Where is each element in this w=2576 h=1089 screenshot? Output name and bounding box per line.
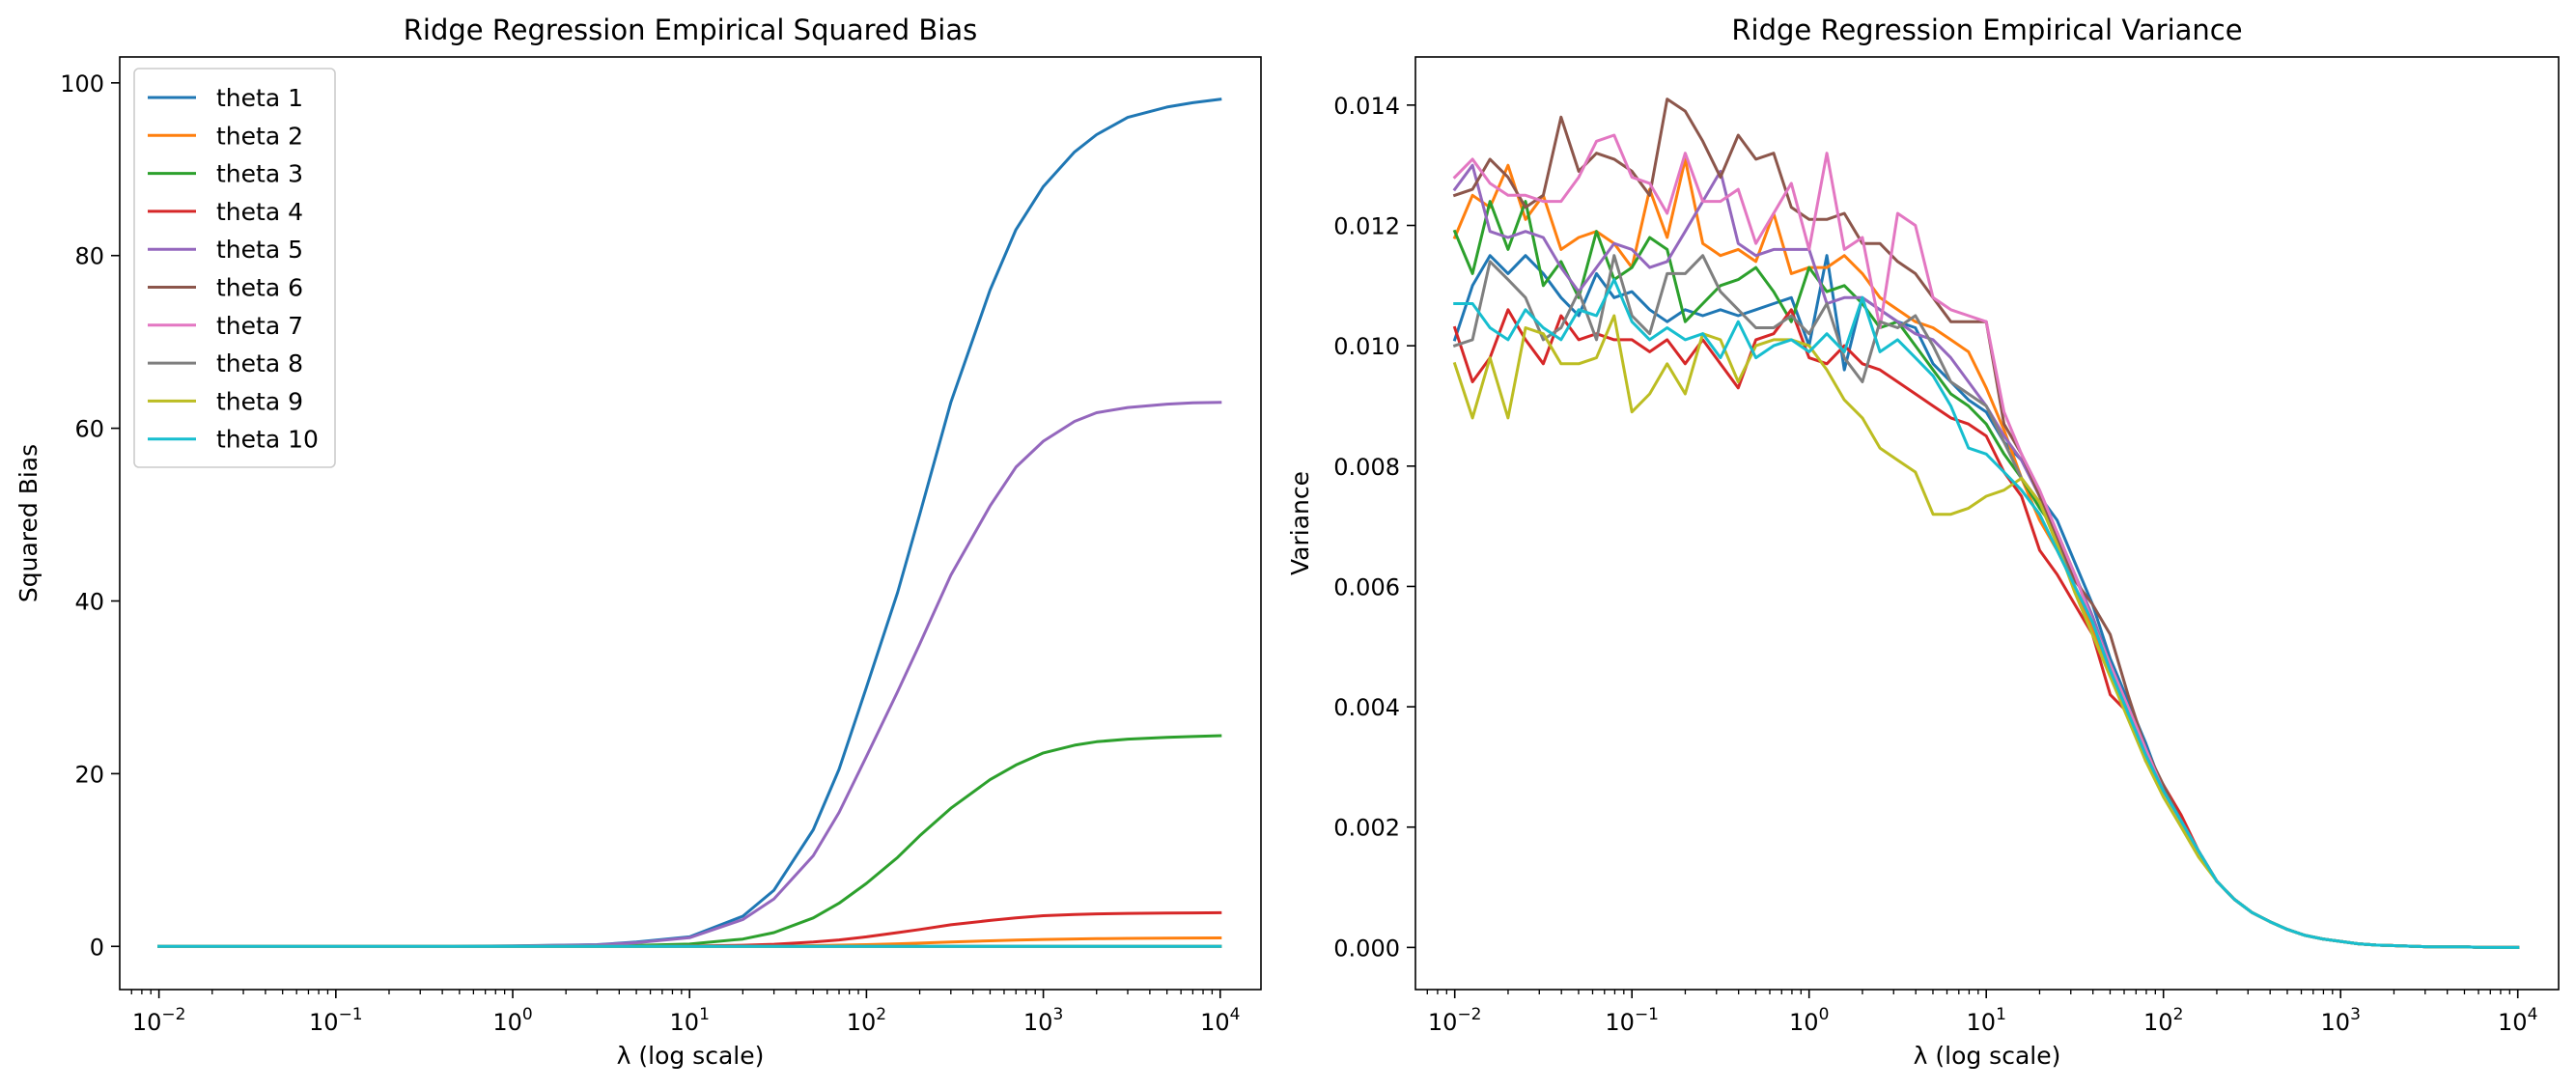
y-tick-label: 100 [60,70,104,98]
y-tick-label: 0.006 [1333,573,1400,600]
series-line-theta-10 [1453,278,2520,949]
bias-chart-panel: Ridge Regression Empirical Squared Bias 1… [14,14,1262,1070]
x-tick-label: 103 [1023,1005,1063,1036]
y-tick-label: 40 [74,589,104,616]
x-tick-exponent: −2 [161,1005,185,1024]
x-tick-label: 100 [1789,1005,1829,1036]
bias-x-axis-label: λ (log scale) [617,1042,765,1070]
bias-series-lines [157,98,1222,948]
y-tick-label: 0.000 [1333,935,1400,962]
legend-label-theta-8: theta 8 [216,349,303,377]
x-tick-label: 101 [1967,1005,2006,1036]
x-tick-exponent: 0 [522,1005,533,1024]
x-tick-label: 102 [847,1005,886,1036]
x-tick-exponent: 1 [699,1005,710,1024]
variance-x-axis-label: λ (log scale) [1914,1042,2061,1070]
y-tick-label: 0 [90,934,104,961]
y-tick-label: 80 [74,243,104,270]
bias-legend: theta 1 theta 2 theta 3 theta 4 theta 5 theta… [133,68,336,468]
x-tick-base: 10 [2498,1009,2528,1036]
x-tick-label: 100 [492,1005,532,1036]
legend-label-theta-4: theta 4 [216,198,303,226]
x-tick-exponent: 4 [1230,1005,1241,1024]
x-tick-base: 10 [132,1009,162,1036]
y-tick-label: 0.004 [1333,694,1400,721]
variance-x-minor-ticks [1426,990,2510,994]
x-tick-label: 104 [2498,1005,2537,1036]
legend-label-theta-5: theta 5 [216,236,303,264]
y-tick-label: 0.012 [1333,213,1400,240]
x-tick-base: 10 [847,1009,877,1036]
x-tick-exponent: 1 [1996,1005,2006,1024]
legend-box [133,68,336,468]
x-tick-base: 10 [670,1009,700,1036]
x-tick-base: 10 [1023,1009,1053,1036]
y-tick-label: 0.008 [1333,454,1400,481]
y-tick-label: 0.002 [1333,815,1400,842]
x-tick-exponent: 4 [2528,1005,2538,1024]
x-tick-exponent: 2 [876,1005,886,1024]
y-tick-label: 60 [74,416,104,443]
x-tick-base: 10 [1428,1009,1458,1036]
bias-chart-title: Ridge Regression Empirical Squared Bias [404,14,978,46]
x-tick-exponent: 3 [2350,1005,2361,1024]
x-tick-label: 102 [2143,1005,2183,1036]
x-tick-base: 10 [309,1009,339,1036]
x-tick-label: 10−1 [1605,1005,1659,1036]
series-line-theta-5 [157,401,1222,948]
x-tick-label: 10−2 [132,1005,186,1036]
x-tick-base: 10 [1967,1009,1997,1036]
x-tick-exponent: 0 [1819,1005,1830,1024]
x-tick-base: 10 [1200,1009,1230,1036]
legend-label-theta-6: theta 6 [216,274,303,302]
x-tick-exponent: −1 [1635,1005,1659,1024]
x-tick-label: 104 [1200,1005,1240,1036]
legend-label-theta-10: theta 10 [216,426,319,454]
variance-chart-title: Ridge Regression Empirical Variance [1731,14,2242,46]
series-line-theta-4 [157,910,1222,948]
x-tick-label: 10−1 [309,1005,363,1036]
bias-y-axis-label: Squared Bias [14,444,42,602]
x-tick-base: 10 [1789,1009,1819,1036]
x-tick-label: 103 [2321,1005,2361,1036]
bias-plot-frame [119,56,1262,991]
x-tick-exponent: −1 [339,1005,363,1024]
variance-y-axis-label: Variance [1286,471,1314,575]
x-tick-base: 10 [2143,1009,2173,1036]
legend-label-theta-9: theta 9 [216,387,303,415]
legend-label-theta-2: theta 2 [216,122,303,150]
legend-label-theta-1: theta 1 [216,84,303,112]
variance-plot-frame [1414,56,2560,991]
legend-label-theta-3: theta 3 [216,160,303,188]
series-line-theta-6 [1452,98,2520,949]
x-tick-exponent: −2 [1457,1005,1481,1024]
variance-series-lines [1452,98,2520,949]
x-tick-exponent: 3 [1052,1005,1063,1024]
y-tick-label: 20 [74,761,104,788]
series-line-theta-8 [1452,254,2520,949]
x-tick-base: 10 [1605,1009,1635,1036]
y-tick-label: 0.014 [1333,93,1400,120]
x-tick-label: 101 [670,1005,710,1036]
series-line-theta-3 [1452,200,2520,949]
x-tick-label: 10−2 [1428,1005,1482,1036]
legend-label-theta-7: theta 7 [216,312,303,340]
series-line-theta-1 [1452,254,2520,949]
x-tick-base: 10 [492,1009,522,1036]
y-tick-label: 0.010 [1333,333,1400,360]
x-tick-exponent: 2 [2173,1005,2184,1024]
bias-x-minor-ticks [130,990,1214,994]
x-tick-base: 10 [2321,1009,2351,1036]
